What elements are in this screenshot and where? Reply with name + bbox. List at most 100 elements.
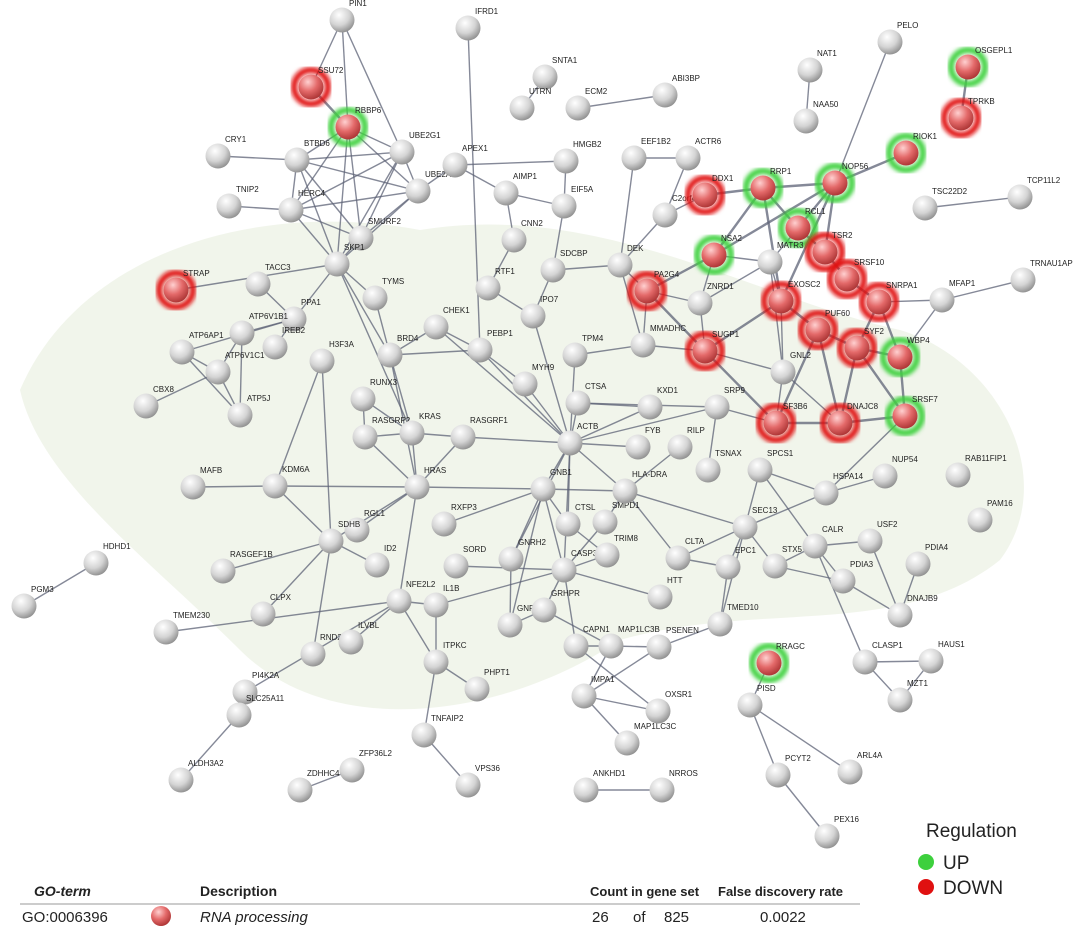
edge (575, 645, 659, 712)
node (704, 394, 730, 420)
edge (336, 263, 391, 356)
node-label: HMGB2 (573, 140, 602, 149)
node (844, 335, 870, 361)
node-label: ATP6AP1 (189, 331, 224, 340)
node (298, 74, 324, 100)
node (557, 430, 583, 456)
edge (312, 540, 332, 655)
node-label: RILP (687, 426, 705, 435)
node-label: PIN1 (349, 0, 367, 8)
node-halo (291, 67, 331, 107)
edge (749, 704, 851, 773)
node (229, 320, 255, 346)
node-label: UBE2A (425, 170, 452, 179)
edge (435, 569, 565, 606)
node (645, 698, 671, 724)
node-label: SDCBP (560, 249, 588, 258)
table-cell: GO:0006396 (22, 909, 108, 926)
edge (782, 371, 841, 424)
node (281, 306, 307, 332)
node-label: CNN2 (521, 219, 543, 228)
node (553, 148, 579, 174)
node-label: HRAS (424, 466, 446, 475)
node (169, 339, 195, 365)
edge (336, 151, 403, 265)
node (571, 683, 597, 709)
node-label: PDIA3 (850, 560, 874, 569)
edge (624, 490, 679, 559)
edge (23, 562, 97, 607)
node (352, 424, 378, 450)
node (866, 289, 892, 315)
node (785, 215, 811, 241)
node-label: SYF2 (864, 327, 885, 336)
legend-item: UP (943, 853, 969, 874)
node-label: CHEK1 (443, 306, 470, 315)
node-label: GNB1 (550, 468, 572, 477)
node-halo (885, 396, 925, 436)
node-label: DEK (627, 244, 644, 253)
table-cell: 825 (664, 909, 689, 926)
edge (389, 349, 481, 356)
node-label: CBX8 (153, 385, 174, 394)
node (625, 434, 651, 460)
node (509, 95, 535, 121)
node (423, 649, 449, 675)
node-label: MAP1LC3B (618, 625, 660, 634)
node (892, 403, 918, 429)
node (621, 145, 647, 171)
node-label: TCP11L2 (1027, 176, 1061, 185)
table-header: False discovery rate (718, 884, 843, 899)
node (551, 193, 577, 219)
node (929, 287, 955, 313)
node-label: TSC22D2 (932, 187, 968, 196)
node (592, 509, 618, 535)
node (830, 568, 856, 594)
node (905, 551, 931, 577)
node (540, 257, 566, 283)
node-label: SKP1 (344, 243, 365, 252)
node-label: CLPX (270, 593, 292, 602)
node (598, 633, 624, 659)
edge (336, 126, 349, 265)
edge (834, 41, 891, 184)
node (715, 554, 741, 580)
node-label: EIF5A (571, 185, 594, 194)
node-label: RUNX3 (370, 378, 398, 387)
node-label: RASGRF1 (470, 416, 508, 425)
edge (510, 488, 544, 560)
node (827, 410, 853, 436)
node-halo (880, 337, 920, 377)
node (210, 558, 236, 584)
node-label: PUF60 (825, 309, 850, 318)
node-halo (948, 47, 988, 87)
node-label: VPS36 (475, 764, 500, 773)
node (497, 612, 523, 638)
edge (222, 540, 332, 572)
node-halo (805, 232, 845, 272)
node (857, 528, 883, 554)
node (344, 517, 370, 543)
edge (274, 485, 332, 542)
edge (713, 181, 836, 257)
node (423, 592, 449, 618)
edge (454, 160, 567, 166)
node-label: WBP4 (907, 336, 930, 345)
node-label: SMURF2 (368, 217, 401, 226)
edge (749, 704, 779, 776)
node (324, 251, 350, 277)
node (442, 152, 468, 178)
node-label: UBE2G1 (409, 131, 441, 140)
node-halo (627, 271, 667, 311)
node (180, 474, 206, 500)
node (250, 601, 276, 627)
node-label: GNRH1 (517, 604, 546, 613)
node-label: DNAJB9 (907, 594, 938, 603)
term-icon (151, 906, 171, 926)
edge (542, 488, 626, 492)
node-label: SORD (463, 545, 486, 554)
node-halo (798, 310, 838, 350)
node (887, 602, 913, 628)
